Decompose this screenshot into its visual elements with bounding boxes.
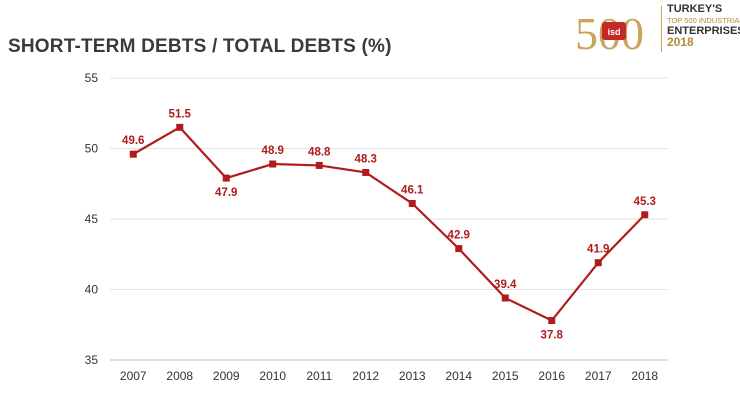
data-label: 51.5 [169, 108, 192, 120]
data-point [408, 199, 416, 207]
data-label: 41.9 [587, 244, 609, 256]
y-tick-label: 45 [85, 212, 99, 226]
logo-text: TURKEY'S TOP 500 INDUSTRIAL ENTERPRISES … [667, 3, 740, 49]
x-tick-label: 2016 [538, 369, 565, 383]
data-point [129, 150, 137, 158]
x-tick-label: 2010 [259, 369, 286, 383]
chart-title: SHORT-TERM DEBTS / TOTAL DEBTS (%) [8, 36, 392, 57]
x-tick-label: 2014 [445, 369, 472, 383]
data-point [269, 160, 277, 168]
logo-badge-text: isd [607, 27, 620, 37]
data-label: 46.1 [401, 184, 424, 196]
x-tick-label: 2018 [631, 369, 658, 383]
x-axis-ticks: 2007 2008 2009 2010 2011 2012 2013 2014 2015 2016… [120, 369, 659, 383]
x-tick-label: 2015 [492, 369, 519, 383]
data-label: 45.3 [634, 196, 656, 208]
y-axis-ticks: 35 40 45 50 55 [85, 71, 99, 367]
logo-line-2: TOP 500 INDUSTRIAL [667, 16, 740, 25]
data-label: 37.8 [541, 330, 564, 342]
y-tick-label: 55 [85, 71, 99, 85]
data-point [641, 211, 649, 219]
series-line [132, 125, 646, 322]
data-point [455, 245, 463, 253]
y-tick-label: 50 [85, 142, 99, 156]
data-label: 49.6 [122, 135, 144, 147]
data-point [176, 123, 184, 131]
data-label: 39.4 [494, 279, 517, 291]
x-tick-label: 2012 [352, 369, 379, 383]
x-tick-label: 2011 [306, 369, 332, 383]
data-label: 48.3 [355, 153, 377, 165]
data-point [548, 317, 556, 325]
data-label: 47.9 [215, 187, 237, 199]
y-tick-label: 40 [85, 283, 99, 297]
x-tick-label: 2007 [120, 369, 147, 383]
logo-divider [661, 6, 662, 52]
data-label: 48.8 [308, 146, 331, 158]
data-label: 48.9 [262, 145, 284, 157]
data-point [501, 294, 509, 302]
logo-line-4: 2018 [667, 35, 694, 49]
logo-500-emblem: 500 isd [575, 8, 644, 59]
y-tick-label: 35 [85, 353, 99, 367]
data-point [594, 259, 602, 267]
chart-gridlines [110, 77, 668, 290]
logo-line-1: TURKEY'S [667, 3, 723, 15]
x-tick-label: 2009 [213, 369, 240, 383]
logo-line-3: ENTERPRISES [667, 25, 740, 37]
data-point [222, 174, 230, 182]
x-tick-label: 2017 [585, 369, 612, 383]
data-point [362, 168, 370, 176]
logo: 500 isd TURKEY'S TOP 500 INDUSTRIAL ENTE… [575, 2, 740, 60]
data-labels: 49.6 51.5 47.9 48.9 48.8 48.3 46.1 42.9 39.4 37.8… [122, 108, 656, 341]
logo-badge-shape [602, 22, 626, 40]
data-label: 42.9 [448, 230, 470, 242]
data-points [129, 123, 649, 325]
data-point [315, 161, 323, 169]
x-tick-label: 2013 [399, 369, 426, 383]
x-tick-label: 2008 [166, 369, 193, 383]
